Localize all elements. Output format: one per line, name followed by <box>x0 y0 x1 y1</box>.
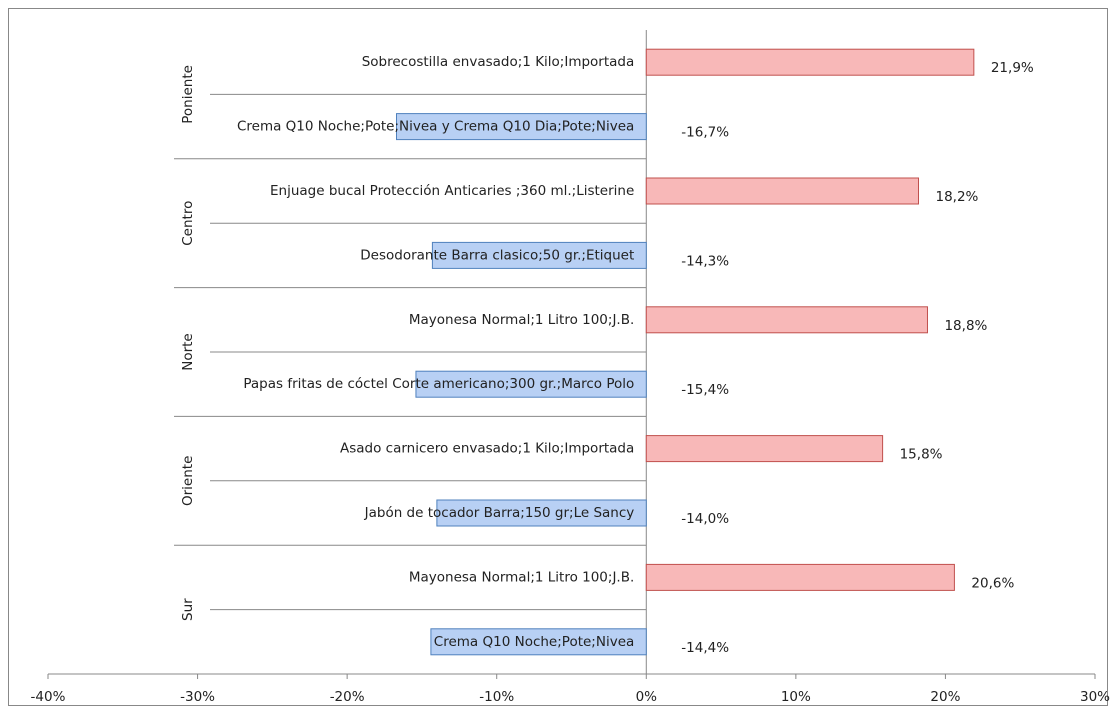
value-label: 18,2% <box>936 189 979 205</box>
x-tick-label: 20% <box>930 689 960 705</box>
group-label: Centro <box>180 201 196 246</box>
bar <box>645 435 884 463</box>
category-label: Mayonesa Normal;1 Litro 100;J.B. <box>409 569 634 585</box>
bar <box>645 177 920 205</box>
category-label: Enjuage bucal Protección Anticaries ;360… <box>270 183 634 199</box>
category-label: Mayonesa Normal;1 Litro 100;J.B. <box>409 312 634 328</box>
category-label: Asado carnicero envasado;1 Kilo;Importad… <box>340 441 634 457</box>
x-tick-label: -40% <box>31 689 66 705</box>
bar <box>645 48 975 76</box>
value-label: -14,4% <box>681 640 729 656</box>
bar <box>645 306 928 334</box>
value-label: -14,0% <box>681 511 729 527</box>
value-label: 20,6% <box>971 575 1014 591</box>
category-label: Desodorante Barra clasico;50 gr.;Etiquet <box>360 247 634 263</box>
value-label: -16,7% <box>681 125 729 141</box>
category-label: Jabón de tocador Barra;150 gr;Le Sancy <box>364 505 635 521</box>
value-label: -15,4% <box>681 382 729 398</box>
group-label: Sur <box>180 598 196 621</box>
value-label: 18,8% <box>944 318 987 334</box>
chart-border <box>8 8 1108 706</box>
value-label: 15,8% <box>900 447 943 463</box>
bar <box>645 563 955 591</box>
value-label: -14,3% <box>681 253 729 269</box>
value-label: 21,9% <box>991 60 1034 76</box>
group-label: Poniente <box>180 65 196 124</box>
x-tick-label: 10% <box>781 689 811 705</box>
bar <box>436 499 647 527</box>
bar <box>415 370 647 398</box>
category-label: Crema Q10 Noche;Pote;Nivea <box>434 634 634 650</box>
x-tick-label: 30% <box>1080 689 1110 705</box>
category-label: Sobrecostilla envasado;1 Kilo;Importada <box>362 54 635 70</box>
bar <box>396 113 647 141</box>
group-label: Norte <box>180 333 196 371</box>
x-tick-label: -10% <box>479 689 514 705</box>
x-tick-label: -20% <box>330 689 365 705</box>
x-tick-label: -30% <box>180 689 215 705</box>
category-label: Papas fritas de cóctel Corte americano;3… <box>243 376 634 392</box>
bar <box>431 241 647 269</box>
category-label: Crema Q10 Noche;Pote;Nivea y Crema Q10 D… <box>237 119 634 135</box>
group-label: Oriente <box>180 456 196 506</box>
bar <box>430 628 647 656</box>
x-tick-label: 0% <box>636 689 658 705</box>
